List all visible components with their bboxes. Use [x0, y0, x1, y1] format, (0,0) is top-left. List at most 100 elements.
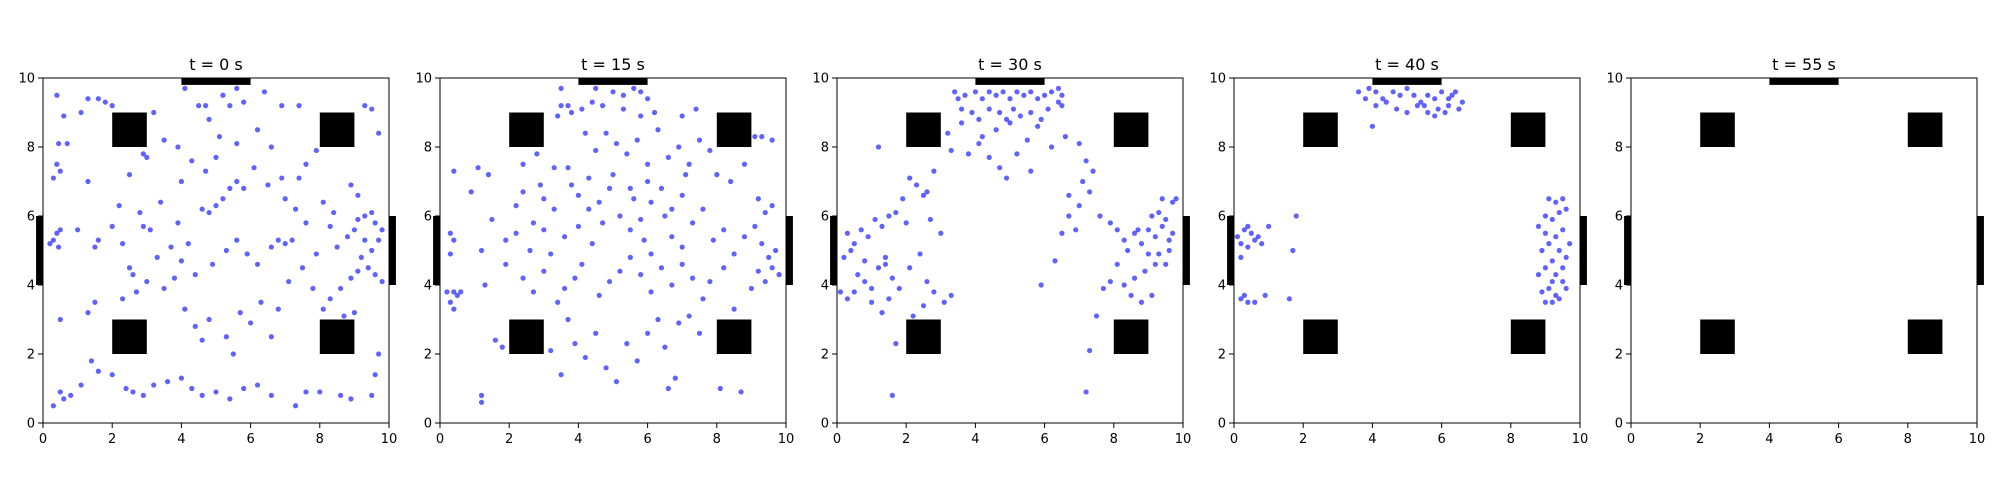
agent-point: [130, 389, 136, 395]
agent-point: [1432, 113, 1438, 119]
agent-point: [379, 278, 385, 285]
agent-point: [1042, 92, 1048, 98]
agent-point: [369, 392, 375, 398]
agent-point: [189, 385, 195, 392]
agent-point: [234, 85, 240, 91]
obstacle: [716, 319, 752, 354]
agent-point: [54, 161, 60, 167]
agent-point: [206, 116, 212, 122]
agent-point: [986, 106, 992, 112]
x-tick-label: 6: [1834, 432, 1842, 447]
agent-point: [55, 140, 62, 147]
agent-point: [1252, 299, 1258, 305]
agent-point: [196, 103, 202, 109]
x-tick-label: 2: [1696, 432, 1704, 447]
agent-point: [161, 285, 167, 292]
agent-point: [254, 382, 261, 388]
agent-point: [265, 182, 271, 188]
agent-point: [1093, 313, 1100, 319]
agent-point: [175, 220, 181, 226]
agent-point: [1156, 209, 1162, 216]
agent-point: [61, 396, 67, 402]
agent-point: [689, 220, 696, 226]
agent-point: [669, 234, 675, 240]
agent-point: [952, 89, 958, 95]
agent-point: [230, 351, 236, 357]
agent-point: [1560, 196, 1566, 202]
agent-point: [447, 251, 453, 257]
agent-point: [1238, 296, 1244, 302]
agent-point: [1539, 247, 1545, 254]
agent-point: [600, 103, 606, 109]
agent-point: [1003, 175, 1010, 181]
agent-point: [1166, 237, 1172, 243]
agent-point: [1055, 85, 1062, 91]
y-tick-label: 6: [821, 210, 829, 225]
agent-point: [696, 137, 703, 143]
y-tick-label: 6: [1615, 210, 1623, 225]
agent-point: [844, 230, 850, 236]
agent-point: [1010, 106, 1017, 112]
agent-point: [513, 230, 519, 236]
agent-point: [593, 85, 599, 91]
agent-point: [358, 254, 364, 260]
agent-point: [1156, 251, 1162, 257]
agent-point: [586, 175, 592, 181]
agent-point: [1567, 241, 1573, 247]
agent-point: [686, 313, 692, 319]
agent-point: [275, 306, 281, 312]
agent-point: [1362, 96, 1369, 102]
agent-point: [68, 392, 74, 398]
agent-point: [178, 375, 184, 381]
agent-point: [541, 227, 547, 233]
agent-point: [1045, 106, 1051, 112]
x-tick-label: 6: [246, 432, 254, 447]
agent-point: [1114, 261, 1120, 267]
agent-point: [1173, 196, 1179, 202]
obstacle: [1510, 112, 1546, 147]
x-tick-label: 0: [1627, 432, 1635, 447]
agent-point: [151, 109, 157, 116]
agent-point: [561, 285, 568, 292]
agent-point: [372, 372, 378, 378]
agent-point: [1131, 275, 1138, 281]
exit-marker: [786, 216, 793, 285]
obstacle: [509, 112, 544, 147]
agent-point: [451, 289, 457, 295]
agent-point: [896, 285, 902, 292]
agent-point: [203, 168, 209, 174]
axes-frame: [42, 77, 390, 424]
agent-point: [631, 85, 637, 91]
exit-marker: [1977, 216, 1984, 285]
agent-point: [948, 292, 954, 298]
agent-point: [355, 192, 361, 198]
agent-point: [1080, 178, 1086, 185]
agent-point: [123, 385, 129, 392]
agent-point: [478, 399, 485, 405]
agent-point: [572, 341, 578, 347]
agent-point: [962, 92, 968, 98]
agent-point: [613, 140, 620, 147]
agent-point: [171, 275, 178, 281]
agent-point: [941, 299, 947, 305]
agent-point: [537, 182, 543, 188]
agent-point: [568, 109, 575, 116]
agent-point: [1038, 116, 1044, 122]
agent-point: [858, 227, 864, 233]
agent-point: [57, 168, 63, 174]
panel-title: t = 55 s: [1772, 55, 1836, 74]
agent-point: [119, 241, 126, 247]
agent-point: [1149, 213, 1155, 219]
agent-point: [586, 206, 592, 212]
agent-point: [1459, 99, 1465, 105]
agent-point: [1021, 92, 1027, 98]
y-tick-label: 8: [1218, 141, 1226, 156]
agent-point: [1556, 209, 1562, 216]
agent-point: [199, 206, 205, 212]
obstacle: [1907, 112, 1943, 147]
agent-point: [454, 292, 460, 298]
agent-point: [348, 275, 354, 281]
agent-point: [1546, 285, 1552, 292]
agent-point: [1035, 96, 1041, 102]
agent-point: [1048, 89, 1055, 95]
